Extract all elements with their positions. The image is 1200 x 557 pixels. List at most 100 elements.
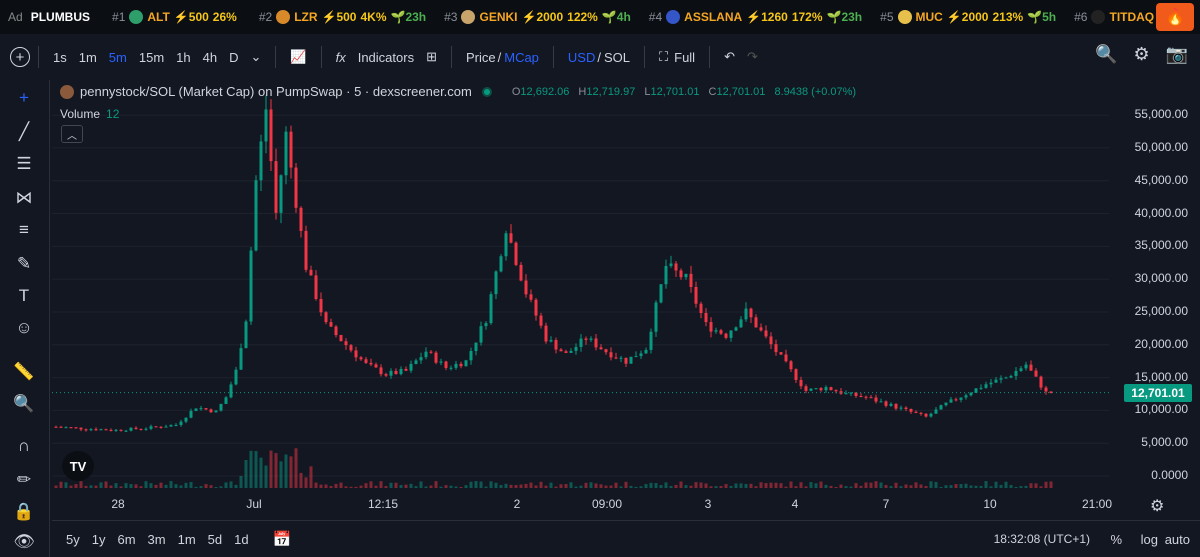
interval-15m[interactable]: 15m (138, 49, 165, 65)
volume-bar (404, 484, 408, 488)
price-axis[interactable]: 55,000.00 50,000.00 45,000.00 40,000.00 35,0… (1109, 80, 1200, 490)
lock-drawing-icon[interactable]: ✏ (16, 470, 32, 489)
volume-bar (554, 486, 558, 488)
ticker-item[interactable]: #2 LZR ⚡500 4K% 🌱23h (259, 10, 426, 24)
ruler-icon[interactable]: 📏 (13, 362, 35, 381)
time-axis[interactable]: 28 Jul 12:15 2 09:00 3 4 7 10 21:00 (52, 492, 1113, 516)
camera-icon[interactable]: 📷 (1165, 44, 1188, 64)
indicators-button[interactable]: Indicators (357, 49, 415, 65)
text-icon[interactable]: T (18, 286, 30, 305)
collapse-legend-icon[interactable]: ︿ (61, 125, 83, 143)
volume-bar (444, 485, 448, 488)
candle-body (349, 345, 353, 351)
pattern-icon[interactable]: ⋈ (15, 188, 33, 207)
percent-toggle[interactable]: % (1110, 531, 1122, 547)
candle-body (869, 397, 873, 399)
candle-body (694, 286, 698, 304)
volume-bar (269, 450, 273, 488)
volume-bar (974, 485, 978, 488)
range-1y[interactable]: 1y (91, 531, 106, 547)
volume-bar (829, 485, 833, 488)
crosshair-icon[interactable]: + (19, 88, 29, 107)
volume-bar (389, 482, 393, 488)
range-5y[interactable]: 5y (66, 531, 80, 547)
candle-body (509, 233, 513, 243)
interval-d[interactable]: D (229, 49, 239, 65)
ticker-item[interactable]: #5 MUC ⚡2000 213% 🌱5h (880, 10, 1056, 24)
auto-toggle[interactable]: auto (1164, 531, 1190, 547)
volume-bar (904, 484, 908, 488)
zoom-in-icon[interactable]: 🔍 (13, 394, 35, 413)
candle-body (94, 429, 98, 431)
volume-bar (959, 484, 963, 488)
layout-grid-icon[interactable]: ⊞ (426, 49, 437, 64)
axis-settings-icon[interactable]: ⚙ (1150, 498, 1165, 515)
lock-icon[interactable]: 🔒 (13, 502, 35, 521)
volume-bar (719, 486, 723, 488)
range-5d[interactable]: 5d (207, 531, 223, 547)
usd-toggle[interactable]: USD (567, 49, 596, 65)
interval-1h[interactable]: 1h (176, 49, 191, 65)
token-icon (276, 10, 291, 24)
interval-5m[interactable]: 5m (108, 49, 127, 65)
add-symbol-icon[interactable]: + (10, 47, 30, 67)
price-chart[interactable] (52, 80, 1109, 490)
volume-bar (159, 482, 163, 488)
range-3m[interactable]: 3m (147, 531, 166, 547)
redo-icon[interactable]: ↷ (746, 49, 758, 64)
calendar-icon[interactable]: 📅 (272, 531, 292, 548)
candle-body (84, 429, 88, 431)
candle-body (404, 368, 408, 371)
volume-bar (674, 484, 678, 488)
magnet-icon[interactable]: ∩ (17, 436, 31, 455)
candle-body (354, 350, 358, 358)
candle-body (764, 330, 768, 337)
candle-body (984, 384, 988, 388)
interval-1m[interactable]: 1m (78, 49, 97, 65)
range-1d[interactable]: 1d (234, 531, 249, 547)
eye-icon[interactable]: 👁 (13, 532, 35, 551)
chart-type-icon[interactable]: 📈 (290, 49, 307, 64)
quick-search-icon[interactable]: 🔍 (1095, 44, 1118, 64)
ticker-item[interactable]: #1 ALT ⚡500 26% (112, 10, 241, 24)
candle-body (209, 409, 213, 413)
volume-bar (69, 485, 73, 488)
candle-body (944, 402, 948, 406)
brush-icon[interactable]: ✎ (16, 254, 32, 273)
volume-bar (979, 485, 983, 488)
fire-icon[interactable]: 🔥 (1156, 3, 1194, 31)
emoji-icon[interactable]: ☺ (15, 318, 33, 337)
horizontal-lines-icon[interactable]: ☰ (16, 154, 32, 173)
range-1m[interactable]: 1m (177, 531, 196, 547)
y-tick-label: 25,000.00 (1134, 303, 1188, 318)
interval-4h[interactable]: 4h (202, 49, 218, 65)
undo-icon[interactable]: ↶ (724, 49, 735, 64)
range-6m[interactable]: 6m (117, 531, 136, 547)
ticker-item[interactable]: #4 ASSLANA ⚡1260 172% 🌱23h (649, 10, 862, 24)
candle-body (629, 356, 633, 364)
fib-icon[interactable]: ≡ (19, 220, 29, 239)
ticker-item[interactable]: #3 GENKI ⚡2000 122% 🌱4h (444, 10, 631, 24)
ad-name[interactable]: PLUMBUS (30, 10, 91, 24)
volume-bar (534, 485, 538, 488)
interval-1s[interactable]: 1s (53, 49, 67, 65)
y-tick-label: 45,000.00 (1134, 172, 1188, 187)
sol-toggle[interactable]: SOL (604, 49, 631, 65)
candle-body (179, 421, 183, 425)
candle-body (219, 403, 223, 411)
settings-gear-icon[interactable]: ⚙ (1133, 44, 1150, 64)
candle-body (289, 131, 293, 168)
x-tick-label: 21:00 (1081, 497, 1113, 511)
volume-bar (739, 483, 743, 488)
y-tick-label: 40,000.00 (1134, 205, 1188, 220)
price-toggle[interactable]: Price (465, 49, 496, 65)
indicators-icon[interactable]: fx (335, 49, 346, 65)
fullscreen-icon[interactable]: ⛶ (659, 49, 669, 64)
volume-bar (174, 484, 178, 488)
trend-line-icon[interactable]: ╱ (18, 122, 30, 141)
fullscreen-button[interactable]: Full (674, 49, 696, 65)
log-toggle[interactable]: log (1140, 531, 1158, 547)
ticker-rank: #1 (112, 10, 126, 24)
interval-dropdown-icon[interactable]: ⌄ (250, 49, 262, 64)
mcap-toggle[interactable]: MCap (504, 49, 539, 65)
